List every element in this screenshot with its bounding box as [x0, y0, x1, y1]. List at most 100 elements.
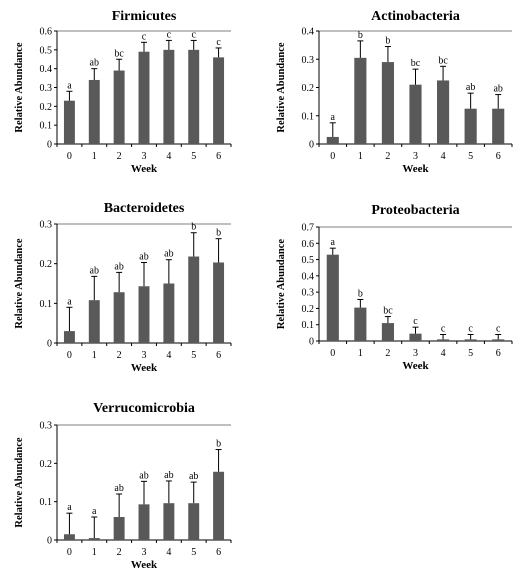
y-tick-label: 0 [47, 339, 52, 350]
x-axis-label: Week [402, 163, 429, 175]
x-tick-label: 1 [92, 547, 97, 558]
bar [188, 49, 200, 145]
bar [492, 108, 505, 144]
x-tick-label: 4 [441, 151, 446, 162]
significance-label: ab [164, 470, 173, 481]
bar [464, 108, 477, 144]
x-tick-label: 6 [496, 151, 501, 162]
bar [113, 70, 125, 144]
x-tick-label: 5 [191, 547, 196, 558]
x-tick-label: 3 [413, 151, 418, 162]
bar [188, 503, 200, 540]
bar [138, 504, 150, 540]
x-tick-label: 3 [142, 350, 147, 361]
significance-label: a [92, 506, 97, 517]
panel-2: Bacteroidetes 0 0.1 0.2 0.3 a 0 ab 1 ab 2 ab 3 ab 4 b 5 b… [14, 201, 232, 374]
bar [381, 62, 394, 145]
x-tick-label: 2 [117, 151, 122, 162]
significance-label: ab [114, 483, 123, 494]
panel-title: Bacteroidetes [104, 201, 185, 216]
y-axis-label: Relative Abundance [276, 42, 287, 132]
bar [437, 339, 450, 341]
bar [326, 136, 339, 144]
x-tick-label: 4 [166, 547, 171, 558]
x-tick-label: 0 [330, 151, 335, 162]
panel-4: Verrucomicrobia 0 0.1 0.2 0.3 a 0 a 1 ab 2 ab 3 ab 4 ab… [14, 401, 232, 571]
y-tick-label: 0.3 [302, 288, 315, 299]
significance-label: b [216, 439, 221, 450]
y-tick-label: 0 [47, 140, 52, 151]
significance-label: a [67, 296, 72, 307]
significance-label: b [358, 288, 363, 299]
x-tick-label: 2 [385, 151, 390, 162]
x-tick-label: 5 [191, 151, 196, 162]
y-tick-label: 0.3 [40, 421, 53, 432]
x-tick-label: 1 [358, 151, 363, 162]
panel-1: Actinobacteria 0 0.1 0.2 0.3 0.4 a 0 b 1 b 2 bc 3 bc 4 a… [276, 9, 513, 175]
significance-label: ab [90, 265, 99, 276]
significance-label: a [67, 502, 72, 513]
x-tick-label: 3 [142, 547, 147, 558]
panel-3: Proteobacteria 0 0.1 0.2 0.3 0.4 0.5 0.6 0.7 a 0 b 1… [276, 203, 513, 372]
significance-label: c [468, 323, 473, 334]
bar [163, 49, 175, 145]
significance-label: ab [90, 58, 99, 69]
y-tick-label: 0 [309, 337, 314, 348]
significance-label: c [413, 316, 418, 327]
bar [63, 331, 75, 343]
bar [63, 534, 75, 540]
x-tick-label: 6 [216, 151, 221, 162]
bar [88, 538, 100, 540]
y-tick-label: 0 [47, 536, 52, 547]
significance-label: ab [139, 251, 148, 262]
x-tick-label: 3 [142, 151, 147, 162]
y-tick-label: 0.1 [40, 299, 53, 310]
significance-label: bc [411, 58, 421, 69]
x-tick-label: 1 [92, 151, 97, 162]
bar [381, 323, 394, 341]
bar [354, 307, 367, 341]
significance-label: b [216, 228, 221, 239]
x-tick-label: 1 [92, 350, 97, 361]
y-tick-label: 0.6 [40, 27, 53, 38]
x-tick-label: 0 [67, 350, 72, 361]
significance-label: ab [493, 84, 502, 95]
y-tick-label: 0 [309, 140, 314, 151]
x-tick-label: 5 [468, 151, 473, 162]
significance-label: a [331, 237, 336, 248]
significance-label: b [385, 36, 390, 47]
y-tick-label: 0.3 [40, 220, 53, 231]
y-tick-label: 0.1 [40, 497, 53, 508]
significance-label: bc [438, 55, 448, 66]
panel-title: Verrucomicrobia [93, 401, 195, 416]
significance-label: c [496, 323, 501, 334]
bar [88, 79, 100, 144]
panel-title: Proteobacteria [371, 203, 459, 218]
bar [492, 339, 505, 341]
x-tick-label: 4 [166, 350, 171, 361]
significance-label: b [191, 222, 196, 233]
x-axis-label: Week [131, 559, 158, 571]
significance-label: c [216, 37, 221, 48]
bar [213, 262, 225, 343]
significance-label: ab [164, 249, 173, 260]
y-tick-label: 0.6 [302, 239, 315, 250]
bar [409, 84, 422, 144]
x-tick-label: 6 [216, 547, 221, 558]
x-tick-label: 4 [166, 151, 171, 162]
bar [188, 256, 200, 343]
significance-label: a [67, 80, 72, 91]
x-tick-label: 5 [468, 348, 473, 359]
x-axis-label: Week [131, 362, 158, 374]
significance-label: bc [383, 306, 393, 317]
bar [326, 254, 339, 341]
y-tick-label: 0.2 [302, 304, 315, 315]
bar [409, 333, 422, 341]
x-tick-label: 0 [67, 547, 72, 558]
bar [464, 339, 477, 341]
significance-label: c [167, 29, 172, 40]
significance-label: bc [114, 48, 124, 59]
x-tick-label: 2 [385, 348, 390, 359]
x-axis-label: Week [131, 163, 158, 175]
x-tick-label: 3 [413, 348, 418, 359]
